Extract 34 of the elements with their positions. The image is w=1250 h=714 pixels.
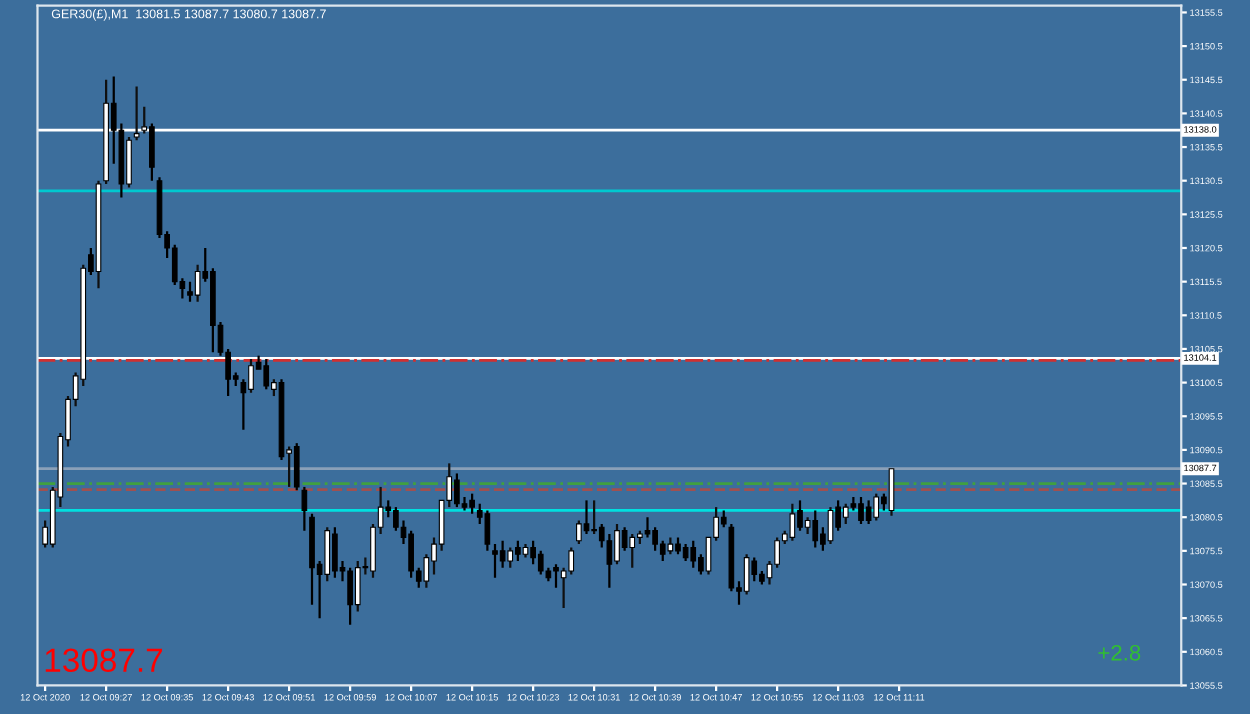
candlestick	[530, 539, 536, 566]
candlestick	[484, 509, 491, 552]
candlestick	[873, 492, 880, 522]
candlestick	[332, 526, 338, 579]
candlestick	[126, 135, 132, 189]
candlestick	[865, 499, 872, 526]
candlestick	[690, 539, 697, 569]
candlestick	[797, 499, 803, 532]
candlestick	[499, 539, 506, 569]
candlestick	[606, 532, 613, 589]
candlestick	[644, 516, 651, 539]
candlestick	[629, 532, 636, 569]
candlestick	[537, 549, 544, 576]
candlestick	[789, 502, 796, 542]
candlestick	[454, 472, 460, 509]
candlestick	[858, 495, 864, 526]
candlestick	[553, 563, 559, 589]
candlestick	[842, 502, 849, 526]
candlestick	[812, 509, 819, 549]
candlestick	[408, 529, 414, 579]
candlestick	[614, 522, 620, 566]
candlestick	[743, 553, 750, 596]
annotation: 13087.7	[45, 648, 163, 673]
candlestick	[263, 357, 270, 391]
candlestick	[354, 559, 361, 613]
candlestick	[492, 543, 498, 579]
candlestick	[507, 546, 514, 569]
candlestick	[149, 122, 155, 182]
candlestick	[591, 499, 597, 536]
candlestick	[583, 499, 590, 536]
candlestick	[469, 492, 475, 515]
candlestick	[515, 539, 521, 563]
candlestick	[347, 566, 353, 626]
annotation: +2.8	[1098, 644, 1141, 661]
